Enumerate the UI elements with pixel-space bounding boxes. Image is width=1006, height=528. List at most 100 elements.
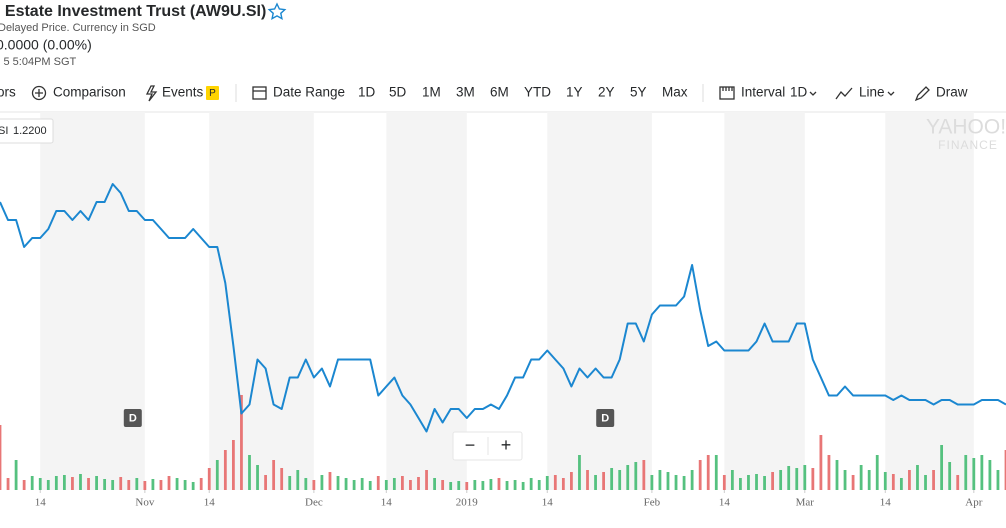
watermark: FINANCE (938, 138, 998, 152)
zoom-in[interactable]: + (501, 435, 512, 455)
volume-bar (352, 480, 356, 490)
volume-bar (626, 465, 630, 490)
volume-bar (843, 470, 847, 490)
volume-bar (513, 480, 517, 490)
volume-bar (795, 468, 799, 490)
interval[interactable]: Interval (741, 85, 785, 100)
volume-bar (296, 470, 300, 490)
x-tick-label: 2019 (456, 497, 479, 509)
volume-bar (883, 472, 887, 490)
x-tick-label: Mar (796, 497, 815, 509)
volume-bar (256, 465, 259, 490)
range-button[interactable]: 6M (490, 85, 509, 100)
date-range[interactable]: Date Range (273, 85, 345, 100)
range-button[interactable]: 3M (456, 85, 475, 100)
chevron (887, 91, 895, 96)
volume-bar (570, 472, 573, 490)
volume-bar (505, 481, 509, 490)
volume-bar (417, 477, 420, 490)
volume-bar (175, 478, 179, 490)
cursor-symbol: SI (0, 125, 8, 137)
range-button[interactable]: 2Y (598, 85, 615, 100)
volume-bar (272, 460, 276, 490)
range-button[interactable]: 1D (358, 85, 376, 100)
event-marker[interactable] (596, 409, 615, 427)
volume-bar (79, 474, 82, 490)
volume-bar (690, 470, 694, 490)
zoom-out[interactable]: − (465, 435, 476, 455)
volume-bar (497, 478, 501, 490)
volume-bar (908, 470, 911, 490)
volume-bar (827, 455, 831, 490)
volume-bar (916, 465, 919, 490)
volume-bar (46, 480, 50, 490)
volume-bar (779, 470, 783, 490)
volume-bar (859, 465, 863, 490)
volume-bar (392, 478, 396, 490)
range-button[interactable]: YTD (524, 85, 551, 100)
volume-bar (30, 476, 34, 490)
x-tick-label: Apr (965, 497, 982, 509)
range-button[interactable]: 1M (422, 85, 441, 100)
volume-bar (368, 481, 372, 490)
event-marker[interactable] (123, 409, 142, 427)
volume-bar (755, 474, 758, 490)
x-tick-label: Dec (305, 497, 323, 509)
interval-value[interactable]: 1D (790, 85, 808, 100)
volume-bar (706, 455, 710, 490)
x-tick-label: 14 (880, 497, 892, 509)
volume-bar (980, 455, 984, 490)
events[interactable]: Events (162, 85, 204, 100)
volume-bar (167, 476, 171, 490)
volume-bar (996, 470, 1000, 490)
badge (206, 86, 219, 100)
volume-bar (441, 480, 445, 490)
volume-bar (401, 476, 404, 490)
volume-bar (763, 476, 766, 490)
volume-bar (264, 475, 267, 490)
range-button[interactable]: Max (662, 85, 688, 100)
volume-bar (634, 462, 638, 490)
icon (914, 86, 930, 102)
volume-bar (384, 480, 388, 490)
volume-bar (151, 479, 155, 490)
subtitle: Delayed Price. Currency in SGD (0, 22, 156, 34)
volume-bar (280, 468, 284, 490)
star[interactable] (267, 2, 287, 20)
volume-bar (642, 460, 646, 490)
volume-bar (819, 435, 823, 490)
volume-bar (940, 445, 944, 490)
band (547, 112, 652, 490)
volume-bar (964, 455, 968, 490)
x-tick-label: Nov (135, 497, 154, 509)
chart-kind[interactable]: Line (859, 85, 885, 100)
badge-text: P (209, 88, 216, 99)
volume-bar (787, 466, 791, 490)
volume-bar (473, 480, 477, 490)
chevron (809, 91, 817, 96)
indicators[interactable]: ors (0, 85, 16, 100)
band (209, 112, 314, 490)
volume-bar (87, 478, 90, 490)
draw[interactable]: Draw (936, 85, 968, 100)
volume-bar (650, 475, 654, 490)
volume-bar (481, 481, 485, 490)
band (40, 112, 145, 490)
time: l 5 5:04PM SGT (0, 56, 77, 68)
volume-bar (561, 478, 565, 490)
plot: 14 Nov 14 Dec 14 2019 14 Feb 14 Mar 14 Apr D D (0, 183, 1006, 509)
volume-bar (875, 455, 879, 490)
volume-bar (924, 475, 927, 490)
volume-bar (618, 470, 622, 490)
volume-bar (545, 476, 549, 490)
event-label: D (129, 412, 137, 424)
volume-bar (360, 478, 364, 490)
range-button[interactable]: 1Y (566, 85, 583, 100)
range-button[interactable]: 5D (389, 85, 407, 100)
volume-bar (674, 475, 678, 490)
volume-bar (730, 470, 734, 490)
range-button[interactable]: 5Y (630, 85, 647, 100)
comparison[interactable]: Comparison (53, 85, 126, 100)
